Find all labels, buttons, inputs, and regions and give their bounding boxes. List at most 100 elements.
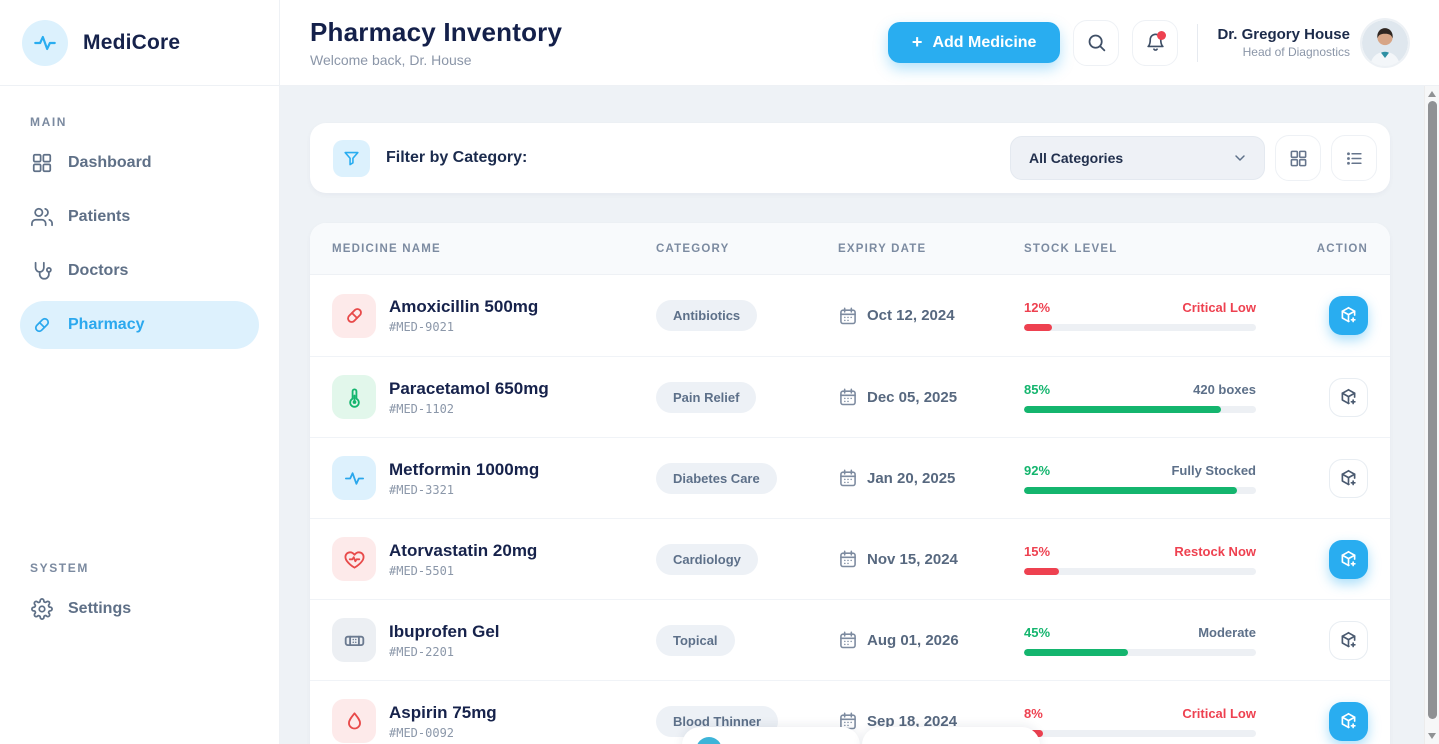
stock-status-label: Fully Stocked — [1171, 462, 1256, 478]
page-subtitle: Welcome back, Dr. House — [310, 52, 472, 68]
calendar-icon — [838, 549, 858, 569]
table-header: Medicine Name Category Expiry Date Stock Le… — [310, 223, 1390, 275]
medicine-name: Ibuprofen Gel — [389, 621, 500, 641]
content-area: Filter by Category: All Categories — [280, 86, 1439, 744]
stock-progress-bar — [1024, 486, 1256, 494]
list-view-icon — [1345, 149, 1364, 168]
restock-button[interactable] — [1329, 377, 1368, 417]
restock-button[interactable] — [1329, 296, 1368, 335]
stock-status-label: Critical Low — [1182, 300, 1256, 315]
stock-progress-bar — [1024, 729, 1256, 737]
gear-icon — [31, 598, 53, 620]
medicine-name: Atorvastatin 20mg — [389, 540, 538, 560]
expiry-date: Nov 15, 2024 — [838, 549, 1024, 569]
brand-name: MediCore — [83, 30, 181, 54]
page-title: Pharmacy Inventory — [310, 17, 563, 47]
filter-bar: Filter by Category: All Categories — [310, 123, 1390, 193]
stock-level: 85% 420 boxes — [1024, 382, 1256, 413]
popup-card-left[interactable]: You Th — [682, 727, 860, 744]
scrollbar[interactable] — [1424, 86, 1439, 744]
heart-pulse-icon — [332, 537, 376, 581]
capsule-icon — [332, 293, 376, 338]
category-badge: Cardiology — [656, 543, 758, 575]
user-role: Head of Diagnostics — [1242, 45, 1350, 59]
search-button[interactable] — [1073, 19, 1120, 66]
topbar: Pharmacy Inventory Welcome back, Dr. Hou… — [280, 0, 1439, 86]
category-dropdown-value: All Categories — [1029, 150, 1124, 166]
restock-button[interactable] — [1329, 620, 1368, 660]
popup-card-right[interactable]: Categories — [862, 727, 1040, 744]
patients-icon — [31, 206, 53, 228]
stock-percent: 45% — [1024, 624, 1051, 640]
sidebar-item-label: Doctors — [68, 262, 129, 279]
stock-percent: 8% — [1024, 705, 1043, 721]
calendar-icon — [838, 468, 858, 488]
expiry-text: Aug 01, 2026 — [867, 631, 959, 649]
pulse-icon — [22, 19, 68, 66]
expiry-text: Nov 15, 2024 — [867, 550, 958, 568]
thermometer-icon — [332, 375, 376, 419]
sidebar-item-doctors[interactable]: Doctors — [20, 247, 259, 295]
stock-percent: 15% — [1024, 543, 1051, 559]
medicine-name: Amoxicillin 500mg — [389, 297, 539, 316]
plus-icon: + — [911, 32, 923, 52]
stock-percent: 92% — [1024, 462, 1051, 478]
expiry-text: Sep 18, 2024 — [867, 712, 958, 730]
chevron-down-icon — [1232, 150, 1248, 166]
sidebar-item-dashboard[interactable]: Dashboard — [20, 139, 259, 187]
table-row: Metformin 1000mg #MED-3321 Diabetes Care… — [310, 437, 1390, 518]
filter-label: Filter by Category: — [386, 149, 528, 166]
sidebar-item-label: Settings — [68, 600, 132, 617]
medicine-name: Aspirin 75mg — [389, 702, 497, 722]
scroll-down-arrow[interactable] — [1428, 733, 1436, 739]
list-view-button[interactable] — [1331, 135, 1377, 181]
sidebar-item-patients[interactable]: Patients — [20, 193, 259, 241]
expiry-date: Dec 05, 2025 — [838, 387, 1024, 407]
popup-avatar-circle — [696, 737, 722, 744]
pulse-icon — [332, 456, 376, 500]
medicine-name: Paracetamol 650mg — [389, 378, 549, 398]
stock-progress-bar — [1024, 648, 1256, 656]
stock-status-label: Restock Now — [1174, 543, 1256, 559]
droplet-icon — [332, 699, 376, 743]
table-row: Paracetamol 650mg #MED-1102 Pain Relief … — [310, 356, 1390, 437]
column-header: Category — [656, 242, 730, 255]
search-icon — [1086, 32, 1107, 53]
divider — [1197, 23, 1199, 62]
user-profile[interactable]: Dr. Gregory House Head of Diagnostics — [1217, 19, 1408, 66]
sidebar-item-pharmacy[interactable]: Pharmacy — [20, 301, 259, 349]
category-badge: Pain Relief — [656, 381, 757, 413]
popup-left-text: You Th — [734, 737, 780, 744]
avatar[interactable] — [1362, 19, 1408, 66]
column-header: Action — [1316, 242, 1368, 255]
popup-right-text: Categories — [915, 739, 987, 744]
expiry-text: Dec 05, 2025 — [867, 388, 958, 406]
restock-button[interactable] — [1329, 458, 1368, 498]
scroll-up-arrow[interactable] — [1428, 91, 1436, 97]
sidebar-item-label: Patients — [68, 208, 131, 225]
sidebar-item-label: Dashboard — [68, 154, 152, 171]
column-header: Medicine Name — [332, 242, 441, 255]
stock-progress-bar — [1024, 324, 1256, 331]
sidebar-item-settings[interactable]: Settings — [20, 585, 259, 633]
medicine-code: #MED-9021 — [389, 320, 455, 334]
medicine-code: #MED-2201 — [389, 644, 455, 659]
restock-button[interactable] — [1329, 701, 1368, 741]
funnel-icon — [333, 139, 370, 177]
restock-button[interactable] — [1329, 539, 1368, 579]
grid-view-button[interactable] — [1275, 135, 1321, 181]
category-badge: Diabetes Care — [656, 462, 777, 494]
calendar-icon — [838, 630, 858, 650]
stock-level: 15% Restock Now — [1024, 544, 1256, 575]
inventory-table: Medicine Name Category Expiry Date Stock Le… — [310, 223, 1390, 744]
notifications-button[interactable] — [1132, 19, 1179, 66]
add-medicine-label: Add Medicine — [932, 33, 1037, 51]
scrollbar-thumb[interactable] — [1428, 101, 1437, 719]
stock-percent: 85% — [1024, 381, 1051, 397]
stethoscope-icon — [31, 260, 53, 282]
pill-icon — [31, 314, 53, 336]
add-medicine-button[interactable]: + Add Medicine — [887, 22, 1061, 63]
category-dropdown[interactable]: All Categories — [1010, 136, 1265, 180]
package-plus-icon — [1338, 305, 1359, 326]
stock-level: 8% Critical Low — [1024, 706, 1256, 737]
